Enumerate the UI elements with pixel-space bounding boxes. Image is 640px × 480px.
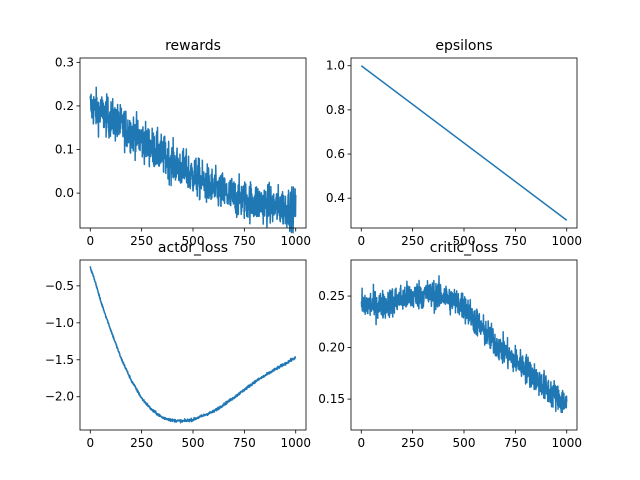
x-tick-label: 500 xyxy=(453,436,476,450)
y-tick-label: 0.6 xyxy=(326,147,345,161)
y-tick-label: −2.0 xyxy=(45,390,74,404)
subplot-epsilons: 0 250 500 750 1000 1.0 0.8 0.6 0.4 epsilons xyxy=(326,38,582,248)
y-tick-label: 1.0 xyxy=(326,59,345,73)
series-line xyxy=(360,275,568,414)
subplot-title: critic_loss xyxy=(430,240,498,256)
y-tick-label: 0.8 xyxy=(326,103,345,117)
y-tick-label: 0.20 xyxy=(318,341,345,355)
subplot-rewards: 0 250 500 750 1000 0.3 0.2 0.1 0.0 rewards xyxy=(55,38,311,248)
axes-frame xyxy=(350,259,578,431)
series-line xyxy=(89,266,297,424)
y-tick-label: 0.25 xyxy=(318,289,345,303)
y-tick-label: −1.5 xyxy=(45,353,74,367)
x-tick-label: 1000 xyxy=(551,234,582,248)
y-tick-label: 0.1 xyxy=(55,143,74,157)
x-tick-label: 0 xyxy=(357,436,365,450)
x-tick-label: 500 xyxy=(182,234,205,248)
x-tick-label: 1000 xyxy=(551,436,582,450)
series-line xyxy=(89,86,297,234)
x-tick-label: 750 xyxy=(233,234,256,248)
y-tick-label: −0.5 xyxy=(45,279,74,293)
x-tick-label: 250 xyxy=(130,436,153,450)
x-tick-label: 1000 xyxy=(280,436,311,450)
series-line xyxy=(360,65,568,221)
x-tick-label: 0 xyxy=(86,436,94,450)
x-tick-label: 750 xyxy=(504,234,527,248)
y-tick-label: 0.0 xyxy=(55,186,74,200)
subplot-title: epsilons xyxy=(435,38,492,54)
y-tick-label: 0.2 xyxy=(55,99,74,113)
y-tick-label: −1.0 xyxy=(45,316,74,330)
x-tick-label: 500 xyxy=(453,234,476,248)
y-tick-label: 0.15 xyxy=(318,392,345,406)
y-tick-label: 0.4 xyxy=(326,191,345,205)
x-tick-label: 250 xyxy=(401,436,424,450)
axes-frame xyxy=(79,259,307,431)
x-tick-label: 0 xyxy=(86,234,94,248)
subplot-title: actor_loss xyxy=(158,240,228,256)
y-tick-label: 0.3 xyxy=(55,55,74,69)
subplot-critic-loss: 0 250 500 750 1000 0.25 0.20 0.15 critic_loss xyxy=(318,240,582,450)
subplot-actor-loss: 0 250 500 750 1000 −0.5 −1.0 −1.5 −2.0 actor_loss xyxy=(45,240,311,450)
x-tick-label: 750 xyxy=(233,436,256,450)
x-tick-label: 0 xyxy=(357,234,365,248)
x-tick-label: 250 xyxy=(401,234,424,248)
x-tick-label: 1000 xyxy=(280,234,311,248)
x-tick-label: 750 xyxy=(504,436,527,450)
subplot-title: rewards xyxy=(165,38,221,54)
x-tick-label: 500 xyxy=(182,436,205,450)
x-tick-label: 250 xyxy=(130,234,153,248)
